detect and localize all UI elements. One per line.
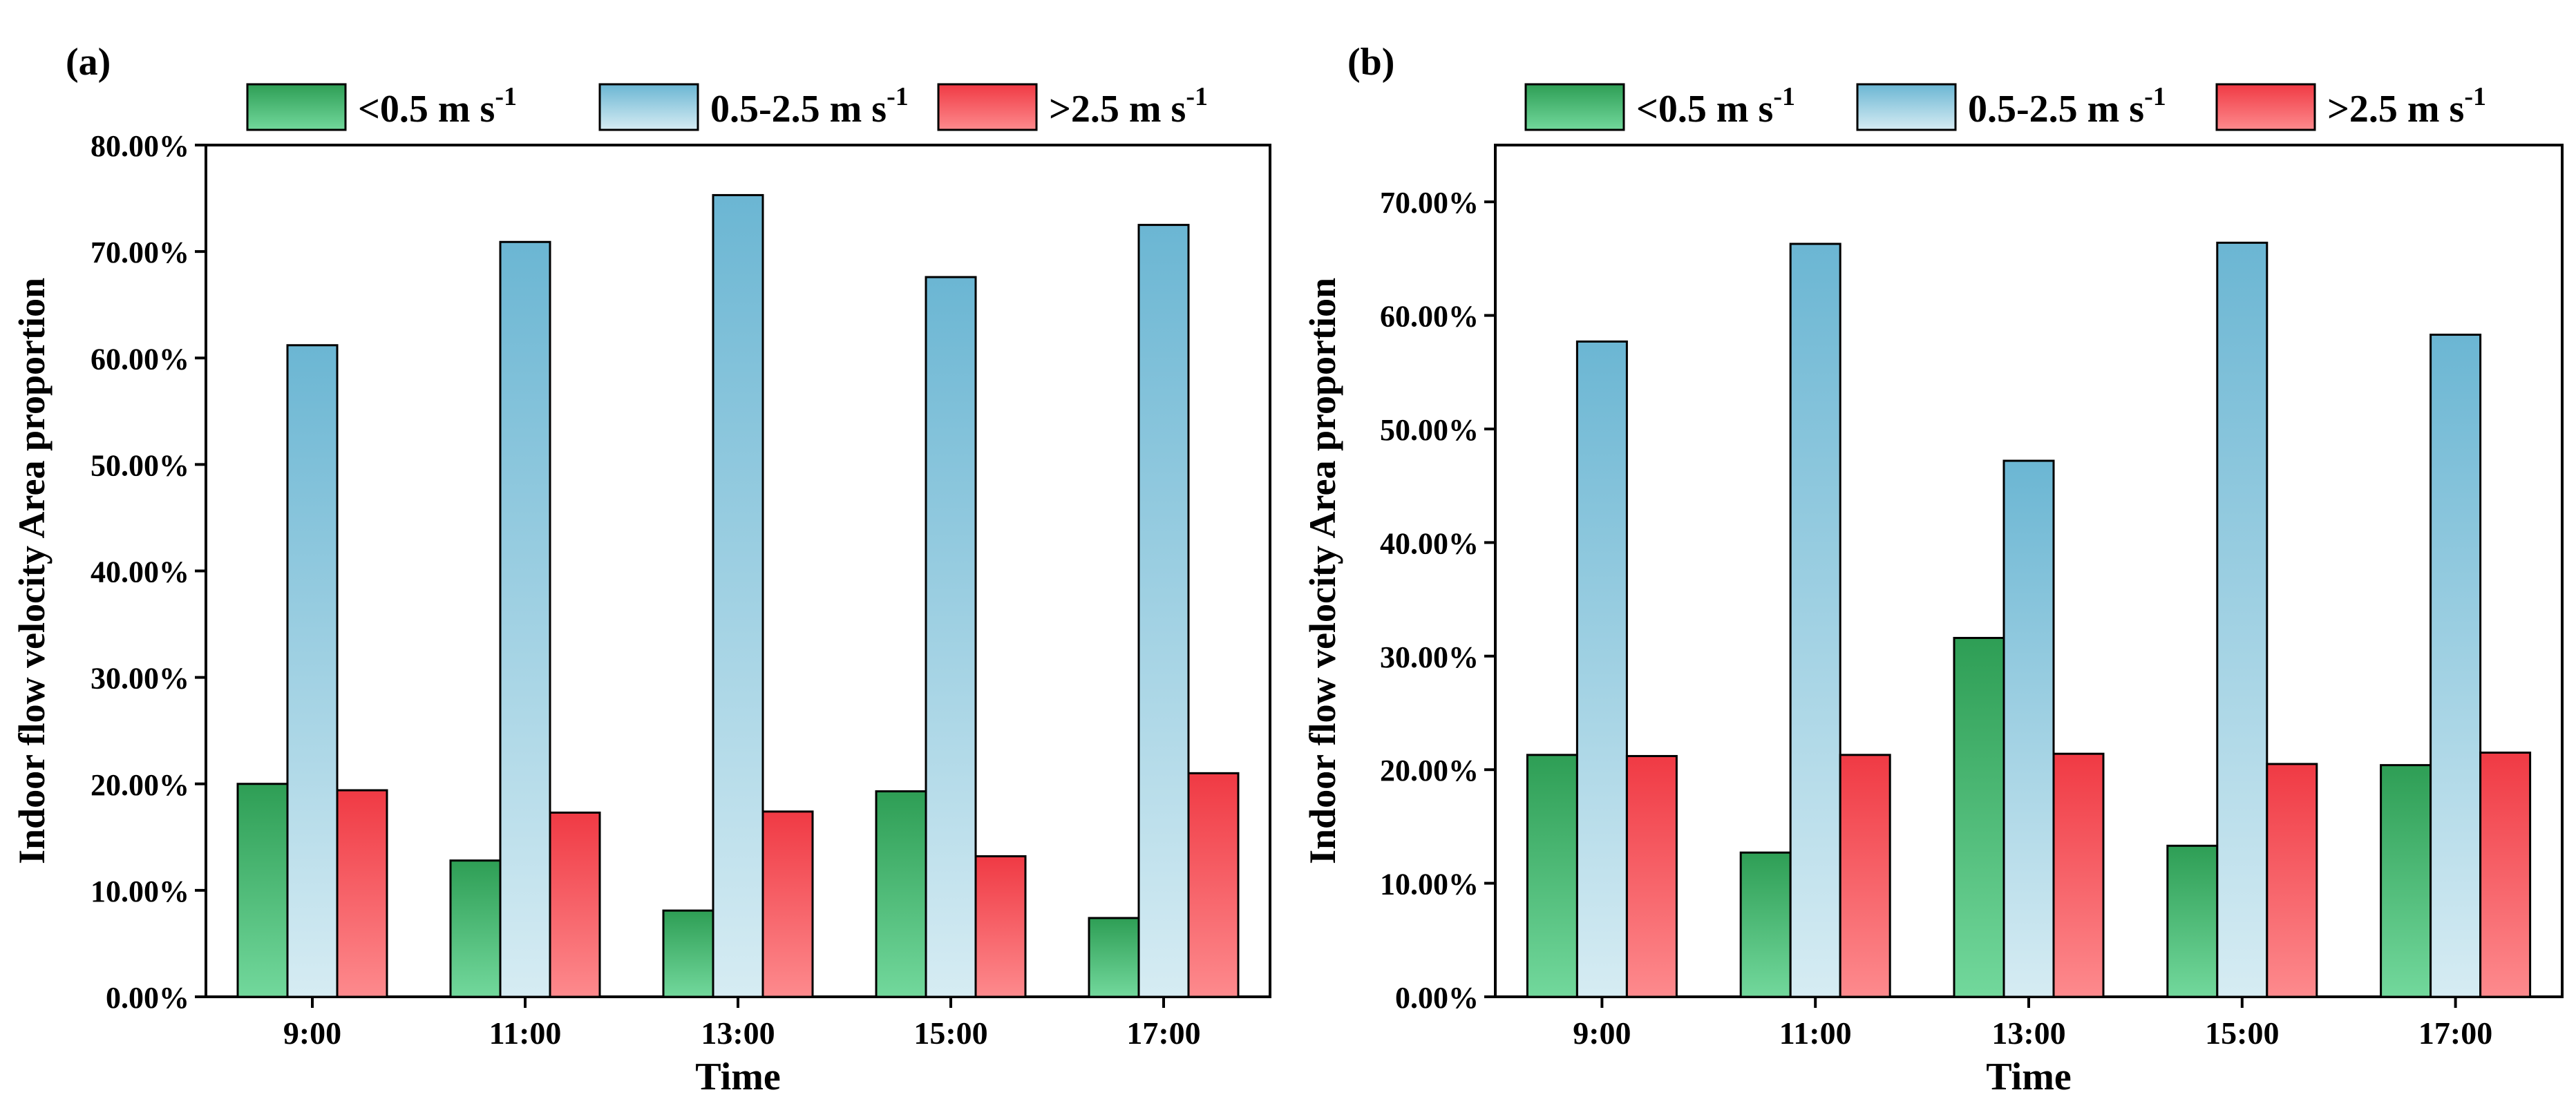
chart-1-ytick-label-3: 30.00% — [1380, 640, 1479, 674]
chart-1-ytick-label-5: 50.00% — [1380, 413, 1479, 447]
chart-1-legend-swatch-0 — [1524, 83, 1625, 131]
chart-1-ytick-label-1: 10.00% — [1380, 868, 1479, 901]
chart-0-ytick-label-6: 60.00% — [91, 342, 189, 376]
chart-0-xtick-label-4: 17:00 — [1126, 1015, 1200, 1051]
chart-0-legend-label-1: 0.5-2.5 m s-1 — [710, 82, 909, 131]
chart-0-legend-sup-1: -1 — [887, 82, 909, 111]
chart-0-bar-1-4 — [1137, 224, 1190, 998]
chart-0-xtick-label-2: 13:00 — [701, 1015, 775, 1051]
chart-1-bar-2-3 — [2266, 763, 2318, 998]
chart-0-ytick-label-7: 70.00% — [91, 236, 189, 269]
chart-1-legend-label-0: <0.5 m s-1 — [1636, 82, 1795, 131]
chart-0-bar-1-2 — [712, 193, 764, 998]
chart-1-xlabel: Time — [1986, 1056, 2071, 1098]
chart-0-legend-label-0: <0.5 m s-1 — [358, 82, 517, 131]
chart-0-bar-2-1 — [549, 811, 601, 998]
chart-0-ytick-label-4: 40.00% — [91, 555, 189, 589]
chart-0-ytick-label-2: 20.00% — [91, 768, 189, 802]
chart-0-legend-sup-2: -1 — [1186, 82, 1208, 111]
chart-1-bar-0-2 — [1953, 636, 2005, 998]
chart-0-bar-2-2 — [761, 810, 814, 998]
chart-0-xtick-label-3: 15:00 — [913, 1015, 987, 1051]
chart-1-ytick-label-4: 40.00% — [1380, 526, 1479, 560]
chart-0: (a) <0.5 m s-1 0.5-2.5 m s-1 >2.5 m s-1 0.00… — [11, 41, 1271, 1098]
chart-0-bar-2-0 — [336, 789, 388, 998]
chart-0-xtick-label-0: 9:00 — [283, 1015, 341, 1051]
chart-1-xtick-label-1: 11:00 — [1779, 1015, 1852, 1051]
chart-1-xtick-label-4: 17:00 — [2418, 1015, 2492, 1051]
chart-1-ytick-label-7: 70.00% — [1380, 186, 1479, 220]
chart-0-bar-0-3 — [875, 790, 927, 998]
chart-1-legend-sup-2: -1 — [2464, 82, 2486, 111]
chart-0-legend-swatch-2 — [937, 83, 1038, 131]
chart-1-bar-2-2 — [2052, 752, 2105, 998]
chart-1-ytick-label-0: 0.00% — [1395, 981, 1479, 1015]
chart-1: (b) <0.5 m s-1 0.5-2.5 m s-1 >2.5 m s-1 0.00… — [1302, 41, 2564, 1098]
chart-1-xtick-label-3: 15:00 — [2205, 1015, 2279, 1051]
chart-1-panel-label: (b) — [1347, 41, 1394, 84]
chart-1-bar-0-1 — [1739, 851, 1792, 998]
chart-0-bar-2-4 — [1187, 772, 1240, 998]
chart-0-bar-1-3 — [925, 276, 977, 998]
chart-0-ytick-label-1: 10.00% — [91, 875, 189, 908]
chart-1-bar-2-1 — [1839, 754, 1891, 998]
chart-0-xtick-label-1: 11:00 — [489, 1015, 562, 1051]
chart-1-bar-1-0 — [1575, 340, 1628, 998]
chart-1-xtick-label-0: 9:00 — [1573, 1015, 1631, 1051]
chart-0-ytick-label-0: 0.00% — [106, 981, 189, 1015]
chart-1-bar-2-4 — [2479, 752, 2532, 998]
chart-1-legend-swatch-2 — [2215, 83, 2316, 131]
chart-0-legend-sup-0: -1 — [495, 82, 517, 111]
chart-1-bar-1-4 — [2430, 334, 2482, 998]
chart-0-bar-1-0 — [286, 344, 339, 998]
chart-0-ytick-label-8: 80.00% — [91, 129, 189, 163]
chart-0-bar-0-2 — [662, 909, 714, 998]
chart-0-ytick-label-5: 50.00% — [91, 448, 189, 482]
chart-1-legend-sup-0: -1 — [1773, 82, 1795, 111]
chart-0-bar-0-4 — [1088, 917, 1140, 998]
chart-0-ylabel: Indoor flow velocity Area proportion — [11, 278, 53, 864]
chart-0-legend-swatch-1 — [598, 83, 699, 131]
chart-0-xlabel: Time — [695, 1056, 780, 1098]
chart-1-xtick-label-2: 13:00 — [1991, 1015, 2065, 1051]
chart-0-legend-label-2: >2.5 m s-1 — [1049, 82, 1208, 131]
chart-1-ytick-label-6: 60.00% — [1380, 300, 1479, 334]
chart-1-bar-1-3 — [2216, 241, 2269, 998]
chart-0-bar-0-1 — [449, 859, 502, 998]
chart-1-bar-0-4 — [2380, 764, 2432, 998]
chart-1-legend-label-2: >2.5 m s-1 — [2327, 82, 2486, 131]
chart-0-panel-label: (a) — [66, 41, 111, 84]
chart-1-bar-0-3 — [2166, 844, 2219, 998]
chart-1-bar-1-2 — [2002, 459, 2055, 998]
chart-1-bar-1-1 — [1789, 242, 1841, 998]
chart-1-ylabel: Indoor flow velocity Area proportion — [1302, 278, 1343, 864]
chart-0-bar-0-0 — [236, 783, 289, 998]
chart-1-legend-swatch-1 — [1856, 83, 1957, 131]
chart-1-ytick-label-2: 20.00% — [1380, 754, 1479, 787]
chart-1-bar-2-0 — [1625, 754, 1678, 998]
chart-1-bar-0-0 — [1526, 754, 1578, 998]
chart-0-bar-1-1 — [499, 240, 551, 998]
chart-1-legend-sup-1: -1 — [2144, 82, 2166, 111]
chart-1-legend-label-1: 0.5-2.5 m s-1 — [1968, 82, 2166, 131]
chart-0-bar-2-3 — [974, 855, 1027, 998]
chart-0-legend-swatch-0 — [246, 83, 347, 131]
chart-0-ytick-label-3: 30.00% — [91, 662, 189, 696]
